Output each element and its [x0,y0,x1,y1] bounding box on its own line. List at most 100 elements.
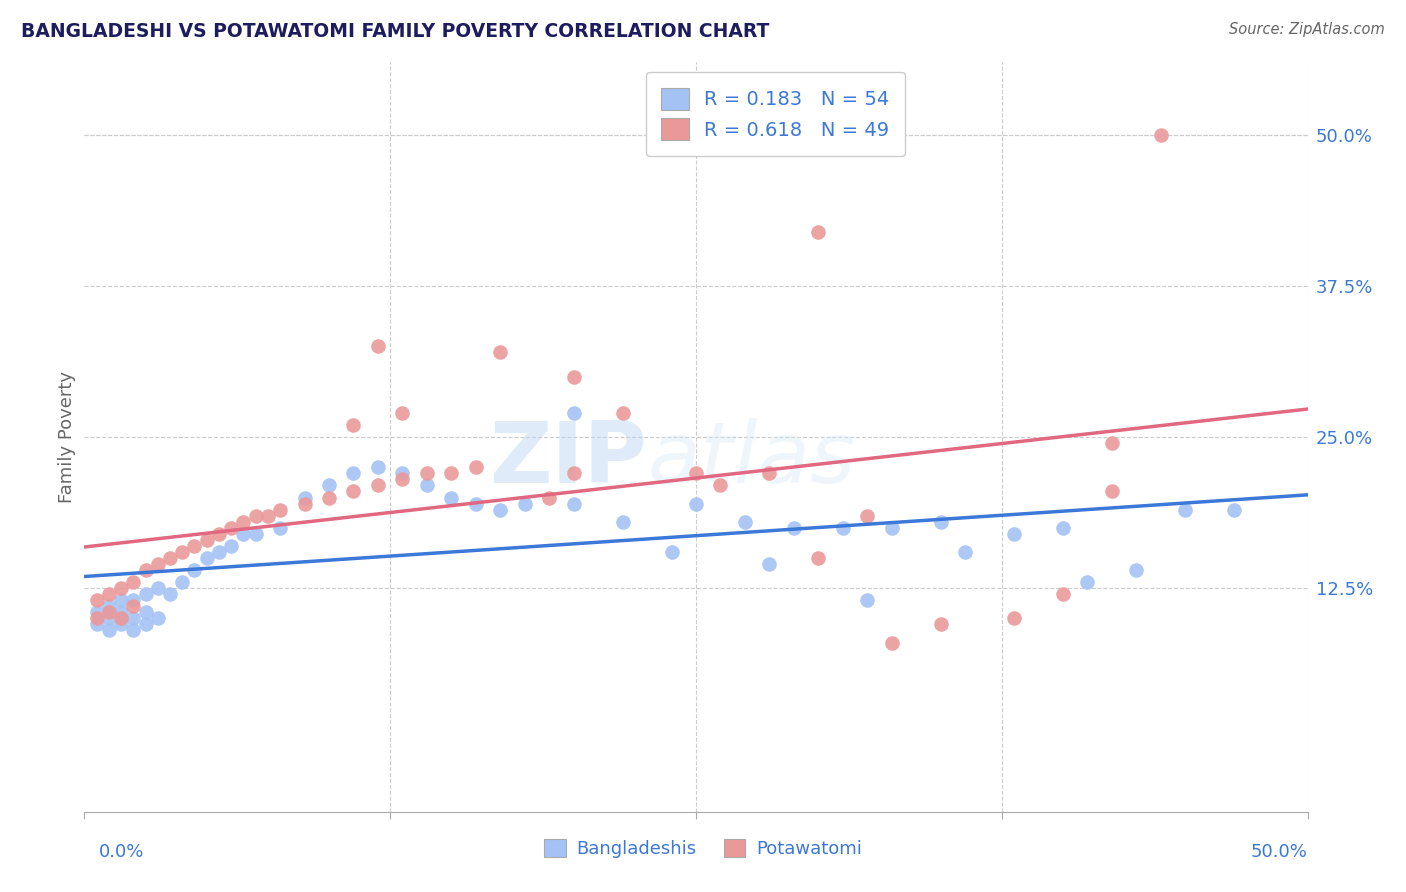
Point [856,508,879,523]
Point [391,472,413,486]
Point [685,467,707,481]
Point [86,617,108,632]
Point [294,491,316,505]
Point [122,599,145,614]
Point [440,491,463,505]
Point [489,345,512,359]
Point [97,605,120,619]
Point [269,502,291,516]
Point [612,515,634,529]
Point [1174,502,1197,516]
Point [294,497,316,511]
Point [195,533,218,547]
Point [110,617,132,632]
Point [1052,587,1074,601]
Point [318,478,340,492]
Point [1125,563,1147,577]
Point [1223,502,1246,516]
Point [489,502,512,516]
Point [416,478,439,492]
Point [135,587,157,601]
Point [172,575,194,590]
Point [880,521,903,535]
Point [464,460,486,475]
Text: 0.0%: 0.0% [98,843,143,861]
Point [953,545,976,559]
Point [183,563,205,577]
Point [1101,436,1123,450]
Point [783,521,806,535]
Point [110,593,132,607]
Point [464,497,486,511]
Point [734,515,756,529]
Point [110,605,132,619]
Point [110,611,132,625]
Point [929,617,952,632]
Point [685,497,707,511]
Text: atlas: atlas [647,418,855,501]
Point [758,467,780,481]
Point [831,521,853,535]
Point [1150,128,1173,142]
Point [122,611,145,625]
Point [367,339,389,353]
Y-axis label: Family Poverty: Family Poverty [58,371,76,503]
Point [97,611,120,625]
Point [758,557,780,571]
Point [856,593,879,607]
Text: 50.0%: 50.0% [1251,843,1308,861]
Point [219,521,242,535]
Point [110,581,132,595]
Point [135,563,157,577]
Point [86,611,108,625]
Text: BANGLADESHI VS POTAWATOMI FAMILY POVERTY CORRELATION CHART: BANGLADESHI VS POTAWATOMI FAMILY POVERTY… [21,22,769,41]
Point [172,545,194,559]
Point [391,467,413,481]
Point [709,478,731,492]
Point [538,491,561,505]
Point [1076,575,1098,590]
Point [245,508,267,523]
Point [146,557,169,571]
Text: ZIP: ZIP [489,418,647,501]
Point [122,624,145,638]
Point [86,605,108,619]
Point [342,467,364,481]
Point [183,539,205,553]
Point [318,491,340,505]
Point [367,460,389,475]
Point [97,599,120,614]
Point [232,526,254,541]
Point [208,526,231,541]
Point [1002,611,1025,625]
Point [513,497,536,511]
Point [232,515,254,529]
Point [245,526,267,541]
Point [929,515,952,529]
Point [219,539,242,553]
Legend: R = 0.183   N = 54, R = 0.618   N = 49: R = 0.183 N = 54, R = 0.618 N = 49 [645,72,905,156]
Point [342,484,364,499]
Point [146,611,169,625]
Point [159,587,181,601]
Point [391,406,413,420]
Point [269,521,291,535]
Point [1002,526,1025,541]
Point [661,545,683,559]
Point [257,508,280,523]
Legend: Bangladeshis, Potawatomi: Bangladeshis, Potawatomi [537,831,869,865]
Point [342,417,364,432]
Point [562,497,585,511]
Point [807,550,830,565]
Point [807,225,830,239]
Point [562,467,585,481]
Point [416,467,439,481]
Point [122,593,145,607]
Point [97,624,120,638]
Point [208,545,231,559]
Point [1052,521,1074,535]
Point [562,406,585,420]
Point [159,550,181,565]
Point [135,605,157,619]
Point [86,593,108,607]
